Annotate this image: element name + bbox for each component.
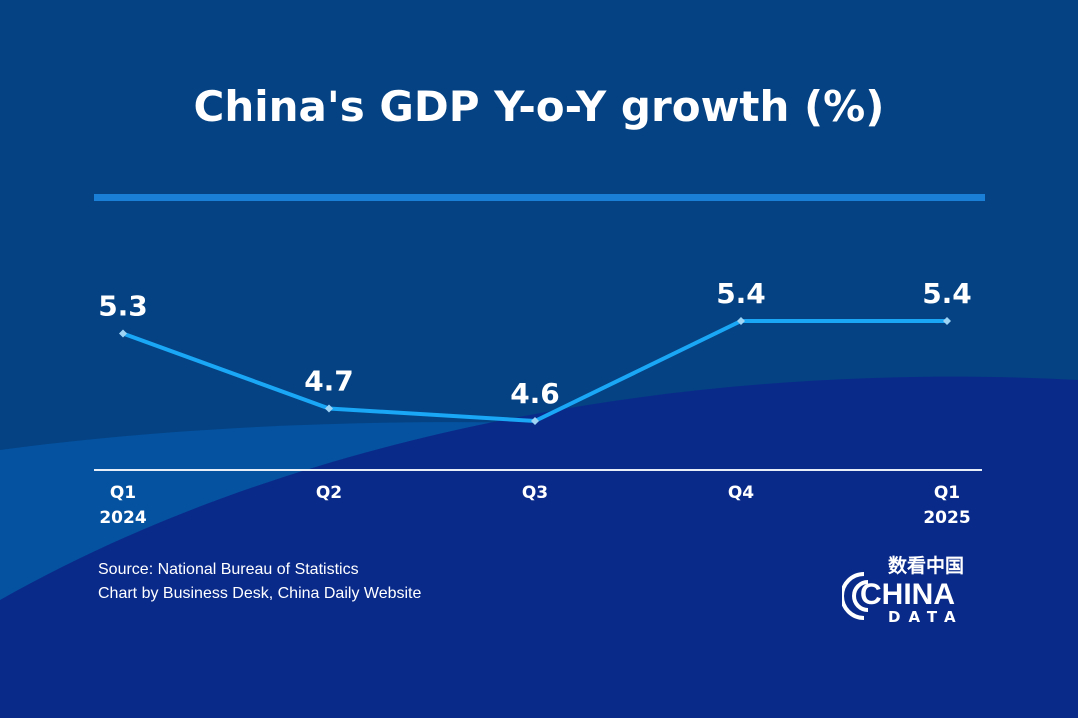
data-point [119,329,127,338]
logo-main: CHINA [860,578,955,611]
data-label: 4.6 [510,377,560,410]
x-tick-label: Q2 [316,483,342,503]
logo-cn: 数看中国 [888,554,964,577]
data-label: 5.3 [98,290,148,323]
data-point [325,404,333,413]
china-data-logo: 数看中国 CHINA DATA [842,552,972,624]
source-text: Source: National Bureau of Statistics [98,561,359,578]
title-underline [94,194,985,201]
chart-title: China's GDP Y-o-Y growth (%) [193,82,885,131]
data-point [531,417,539,425]
x-tick-label: Q4 [728,483,754,503]
x-tick-label: Q1 [934,483,960,503]
x-tick-label: Q3 [522,483,548,503]
x-tick-label: 2024 [99,508,146,528]
x-tick-label: Q1 [110,483,136,503]
data-point [737,317,745,325]
credit-text: Chart by Business Desk, China Daily Webs… [98,585,422,602]
logo-sub: DATA [888,608,964,624]
data-label: 4.7 [304,365,354,398]
x-tick-label: 2025 [923,508,970,528]
data-point [943,317,951,325]
data-label: 5.4 [922,277,972,310]
data-label: 5.4 [716,277,766,310]
